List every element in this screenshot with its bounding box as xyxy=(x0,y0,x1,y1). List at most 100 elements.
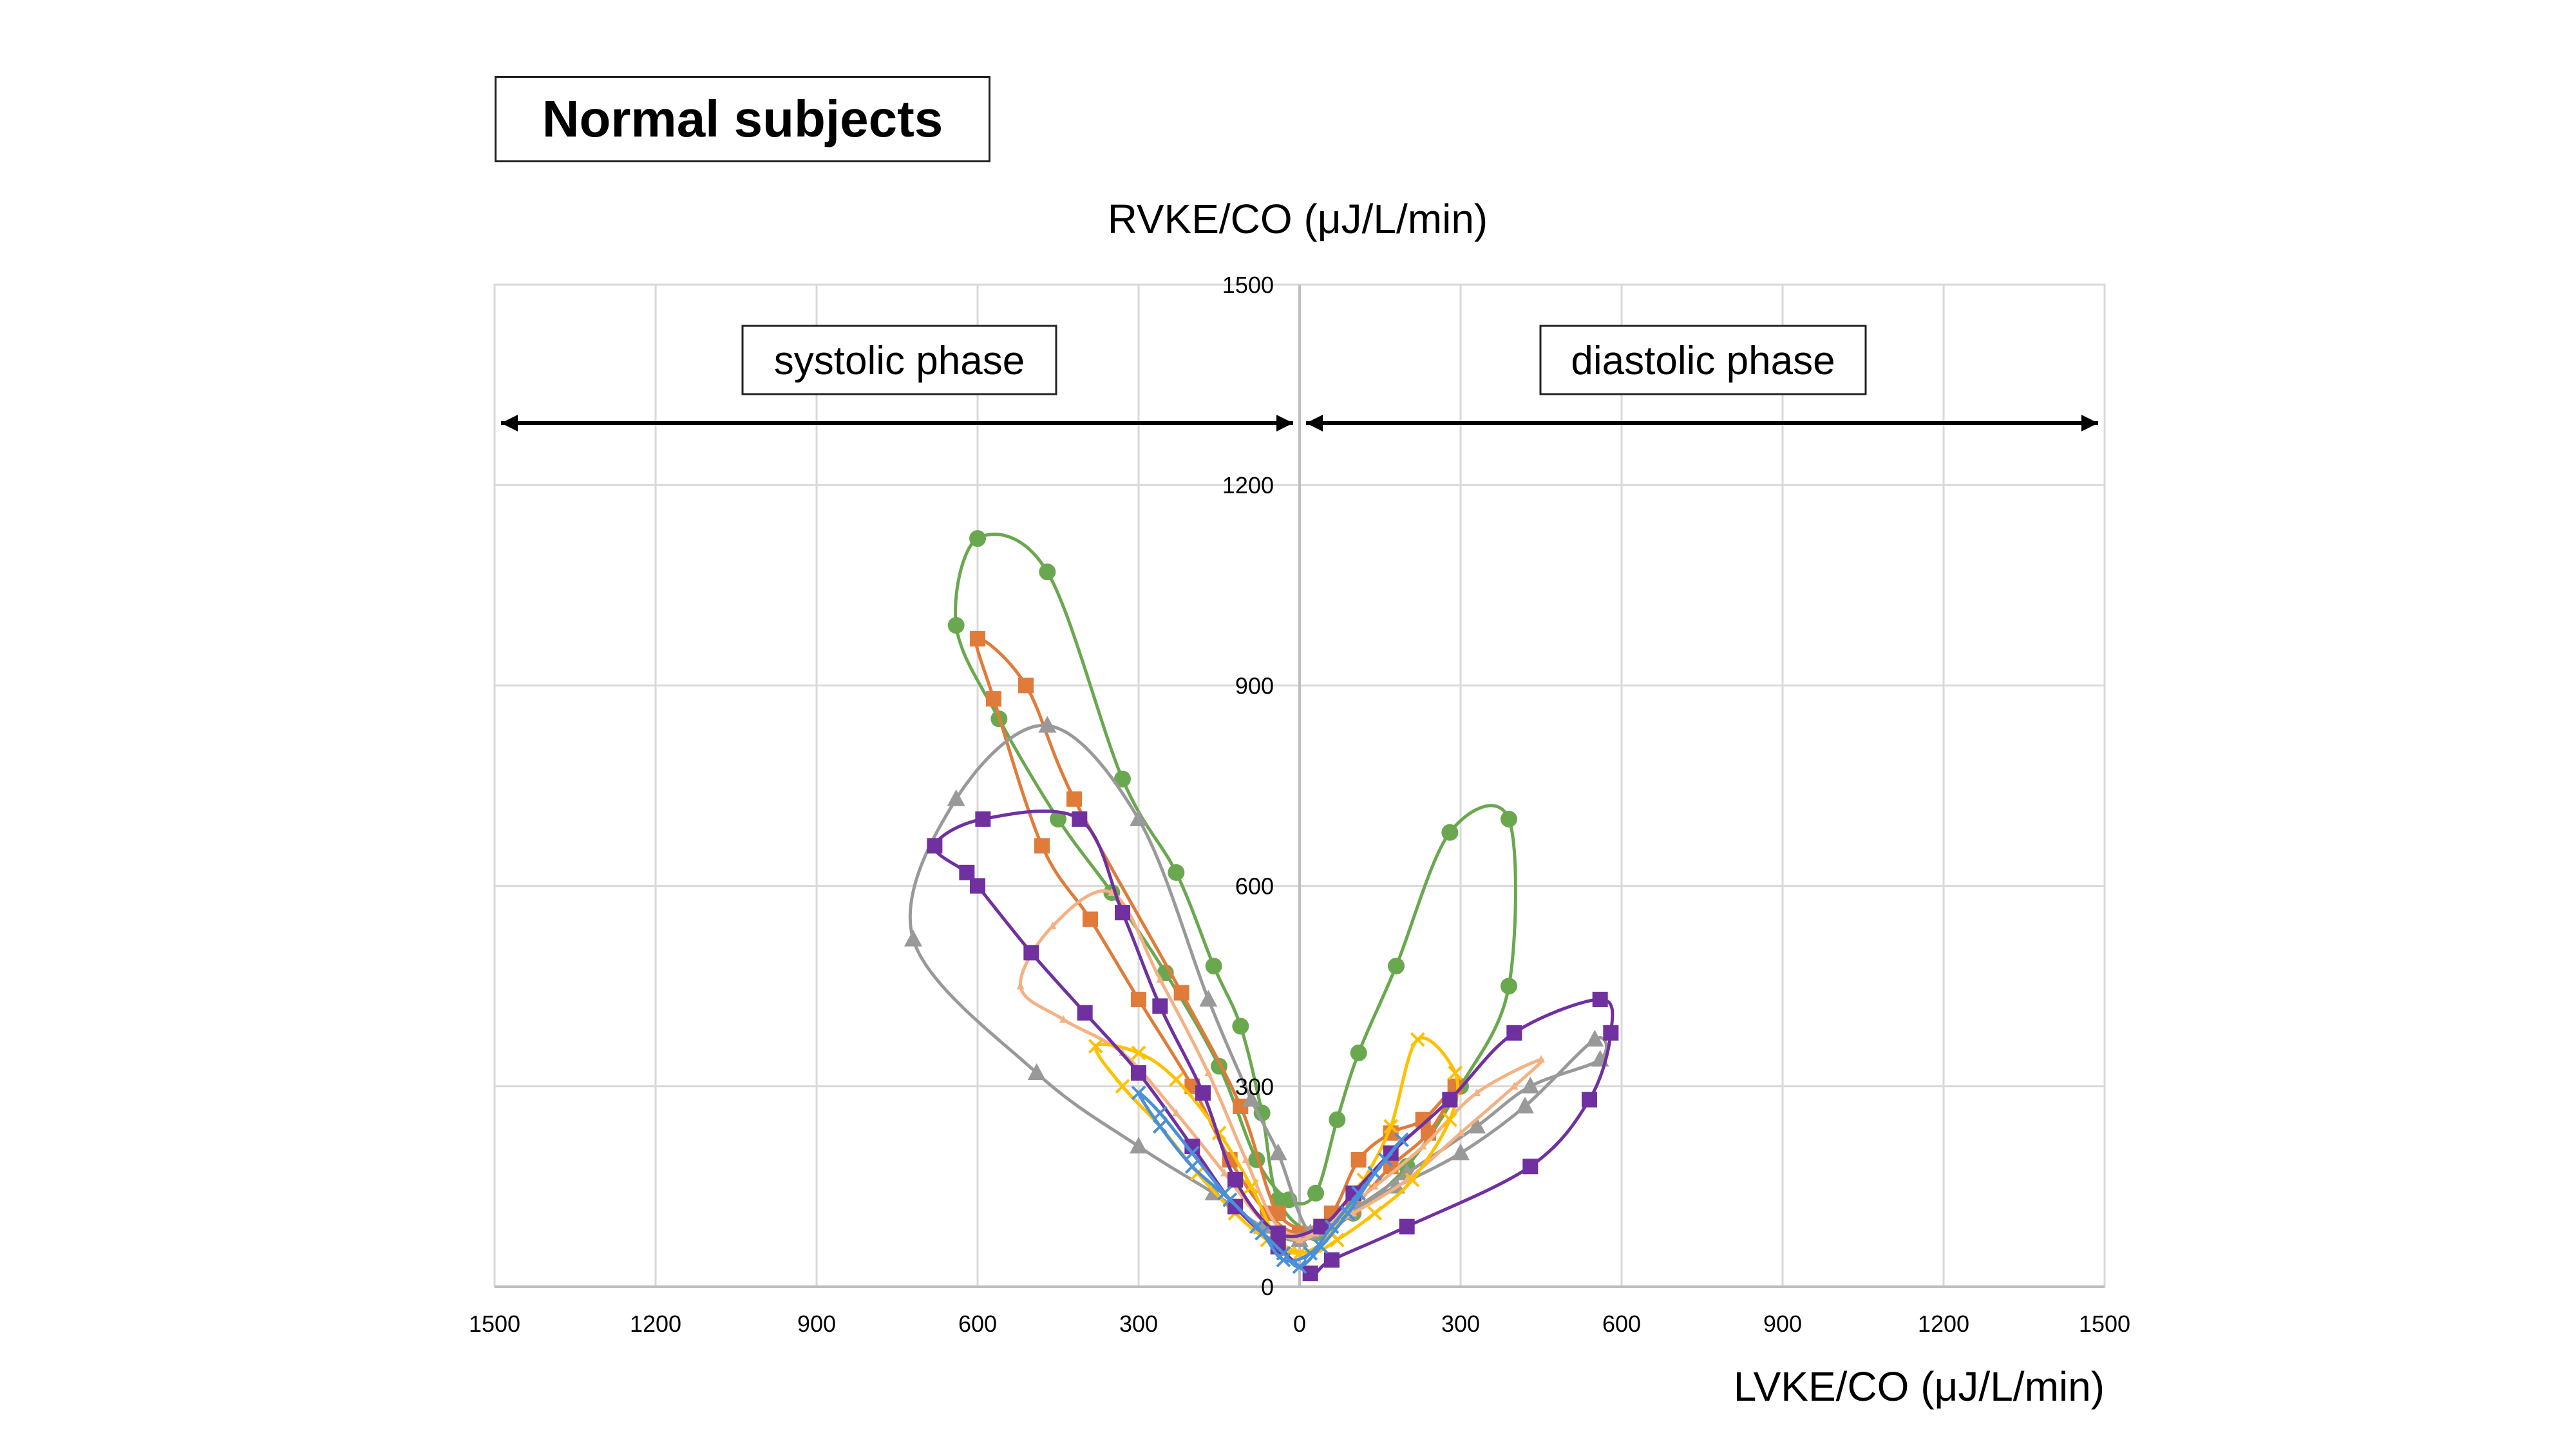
data-point xyxy=(1152,1119,1168,1134)
data-point xyxy=(969,530,986,547)
x-tick-label: 900 xyxy=(797,1311,836,1337)
data-point xyxy=(1442,1092,1458,1108)
data-point xyxy=(1205,958,1222,975)
data-point xyxy=(1016,981,1025,990)
data-point xyxy=(1296,1235,1303,1244)
data-point xyxy=(1510,1081,1519,1090)
series-line xyxy=(1019,889,1544,1242)
data-point xyxy=(959,864,975,880)
data-point xyxy=(1050,810,1066,828)
axes: systolic phase diastolic phase xyxy=(495,285,2105,1288)
data-point xyxy=(1204,1068,1213,1077)
data-point xyxy=(1184,1159,1200,1174)
x-tick-label: 1200 xyxy=(630,1311,681,1337)
data-point xyxy=(1329,1232,1345,1247)
data-point xyxy=(947,617,965,634)
x-tick-label: 1200 xyxy=(1918,1311,1969,1337)
data-point xyxy=(1072,811,1088,827)
data-point xyxy=(970,878,985,894)
data-point xyxy=(1350,1044,1367,1061)
y-tick-label: 0 xyxy=(1261,1274,1274,1300)
data-point xyxy=(927,838,943,854)
systolic-arrow-left-head xyxy=(501,415,518,431)
data-point xyxy=(1244,1179,1259,1194)
data-point xyxy=(1441,824,1459,841)
data-point xyxy=(1115,905,1130,921)
data-point xyxy=(1108,887,1116,896)
data-point xyxy=(1516,1096,1534,1113)
data-point xyxy=(947,789,965,806)
data-point xyxy=(1313,1239,1329,1255)
data-point xyxy=(1059,1015,1068,1023)
data-point xyxy=(1168,1072,1184,1087)
data-point xyxy=(1152,998,1168,1014)
diastolic-phase-box xyxy=(1539,325,1867,395)
data-point xyxy=(1249,1219,1264,1235)
data-point xyxy=(1522,1159,1539,1175)
chart-title: Normal subjects xyxy=(542,90,943,147)
y-tick-label: 600 xyxy=(1235,873,1274,900)
data-point xyxy=(1270,1226,1286,1242)
x-tick-label: 1500 xyxy=(469,1311,520,1337)
systolic-phase-box xyxy=(741,325,1057,395)
data-point xyxy=(1131,1085,1146,1101)
data-point xyxy=(1378,1152,1393,1168)
data-point xyxy=(1242,1090,1260,1107)
systolic-arrow-right-head xyxy=(1276,415,1293,431)
x-tick-label: 600 xyxy=(1602,1311,1641,1337)
data-point xyxy=(1351,1186,1367,1201)
data-point xyxy=(970,630,985,647)
data-point xyxy=(1410,1032,1425,1047)
chart-title-box: Normal subjects xyxy=(495,76,990,162)
data-point xyxy=(1324,1219,1340,1235)
data-point xyxy=(1018,677,1034,694)
data-point xyxy=(1394,1132,1409,1148)
data-point xyxy=(1586,1030,1604,1047)
data-point xyxy=(1349,1208,1358,1217)
y-tick-label: 1500 xyxy=(1222,272,1274,298)
data-point xyxy=(904,929,922,947)
data-point xyxy=(1303,1245,1318,1261)
data-point xyxy=(1038,715,1057,733)
data-point xyxy=(1457,1128,1464,1137)
data-point xyxy=(1131,1065,1146,1081)
data-point xyxy=(1195,1085,1211,1101)
data-point xyxy=(1292,1259,1307,1274)
data-point xyxy=(1023,945,1039,961)
y-tick-label: 1200 xyxy=(1222,472,1274,498)
data-point xyxy=(1172,1108,1180,1117)
data-point xyxy=(1173,985,1189,1001)
data-point xyxy=(1367,1206,1383,1221)
data-point xyxy=(1227,1172,1243,1188)
data-point xyxy=(1220,1168,1229,1177)
data-point xyxy=(1168,864,1185,881)
data-point xyxy=(1403,1175,1411,1184)
data-point xyxy=(1521,1076,1540,1094)
data-point xyxy=(1383,1119,1399,1134)
data-point xyxy=(1276,1245,1291,1261)
data-point xyxy=(1269,1143,1287,1160)
data-point xyxy=(1130,1137,1148,1154)
data-point xyxy=(1448,1065,1463,1081)
y-tick-label: 900 xyxy=(1235,672,1274,699)
data-point xyxy=(1199,989,1218,1007)
data-point xyxy=(1048,921,1057,929)
series-4 xyxy=(1016,887,1545,1244)
data-point xyxy=(1419,1142,1427,1150)
x-axis-title: LVKE/CO (μJ/L/min) xyxy=(1734,1363,2105,1410)
data-point xyxy=(1340,1206,1356,1221)
data-point xyxy=(1421,1125,1436,1141)
data-series xyxy=(904,530,1619,1282)
data-point xyxy=(1088,1039,1103,1054)
data-point xyxy=(1452,1143,1470,1160)
data-point xyxy=(1603,1025,1619,1041)
data-point xyxy=(1276,1253,1291,1267)
data-point xyxy=(1131,1045,1146,1061)
x-tick-label: 0 xyxy=(1293,1311,1306,1337)
x-tick-label: 900 xyxy=(1763,1311,1802,1337)
data-point xyxy=(1253,1104,1271,1122)
data-point xyxy=(1077,1005,1093,1021)
data-point xyxy=(1592,991,1608,1007)
data-point xyxy=(1501,978,1517,995)
